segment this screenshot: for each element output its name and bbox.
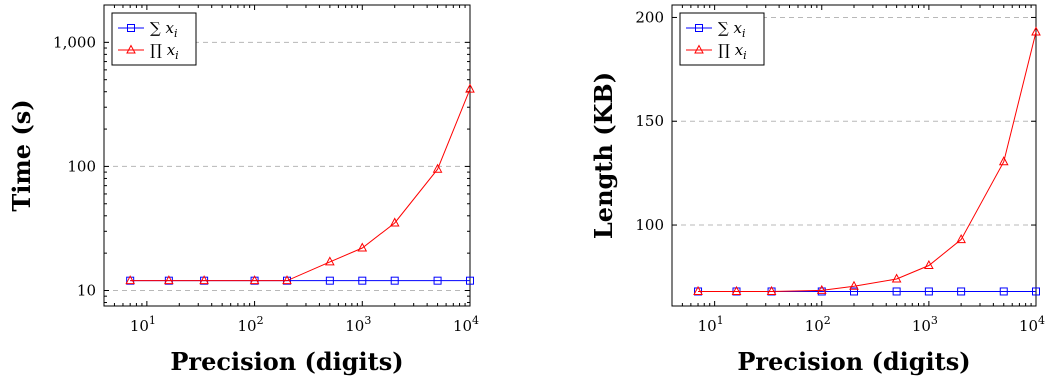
data-point	[1032, 287, 1040, 296]
x-tick-label: 101	[130, 314, 156, 335]
legend: ∑ xi∏ xi	[679, 12, 765, 66]
legend-box	[111, 12, 197, 66]
y-tick-label: 200	[635, 8, 664, 26]
y-tick-label: 150	[635, 112, 664, 130]
data-point	[433, 276, 442, 285]
data-point	[164, 275, 174, 285]
data-point	[465, 83, 475, 93]
data-point	[249, 275, 260, 285]
y-axis-title: Length (KB)	[589, 72, 618, 239]
x-axis-title: Precision (digits)	[170, 347, 403, 376]
data-point	[850, 287, 858, 296]
data-point	[849, 280, 859, 290]
data-point	[390, 276, 399, 285]
y-tick-label: 1,000	[53, 33, 96, 51]
data-point	[766, 285, 777, 295]
data-point	[924, 259, 934, 270]
data-point	[325, 256, 335, 266]
y-tick-label: 100	[67, 157, 96, 175]
data-point	[731, 285, 742, 295]
series-line	[698, 31, 1037, 292]
y-axis-title: Time (s)	[7, 99, 36, 211]
data-point	[999, 287, 1008, 296]
x-tick-label: 103	[345, 314, 371, 335]
data-point	[693, 285, 703, 295]
data-point	[358, 276, 367, 285]
x-tick-label: 103	[912, 314, 938, 335]
length-chart: 100 150 200 101 102 103 104 Precision (digits) L…	[589, 4, 1045, 376]
data-point	[432, 163, 443, 173]
legend-entry: ∏ xi	[150, 41, 179, 62]
time-chart: 10 100 1,000 101 102 103 104 Precision (digits)…	[7, 4, 479, 376]
series-line	[130, 88, 471, 282]
data-point	[957, 287, 966, 296]
y-tick-label: 100	[635, 216, 664, 234]
data-point	[694, 44, 704, 54]
legend-box	[679, 12, 765, 66]
data-point	[892, 287, 901, 296]
legend-entry: ∑ xi	[150, 19, 177, 40]
data-point	[325, 276, 334, 285]
x-tick-label: 104	[453, 314, 479, 335]
data-point	[1031, 26, 1041, 36]
data-point	[816, 284, 827, 294]
data-point	[924, 287, 933, 296]
data-point	[199, 275, 209, 285]
x-tick-label: 104	[1019, 314, 1045, 335]
data-point	[695, 24, 703, 32]
legend-entry: ∑ xi	[718, 19, 745, 40]
data-point	[998, 156, 1009, 166]
data-point	[389, 217, 400, 227]
data-point	[466, 276, 474, 285]
x-axis-title: Precision (digits)	[737, 347, 970, 376]
data-point	[357, 242, 368, 252]
x-tick-label: 101	[698, 314, 724, 335]
data-point	[282, 275, 292, 285]
data-point	[127, 24, 135, 32]
data-point	[125, 275, 136, 285]
data-point	[126, 44, 136, 54]
y-tick-label: 10	[77, 281, 96, 299]
legend-entry: ∏ xi	[718, 41, 747, 62]
data-point	[956, 234, 966, 244]
x-tick-label: 102	[805, 314, 831, 335]
x-tick-label: 102	[238, 314, 264, 335]
legend: ∑ xi∏ xi	[111, 12, 197, 66]
data-point	[891, 273, 902, 283]
